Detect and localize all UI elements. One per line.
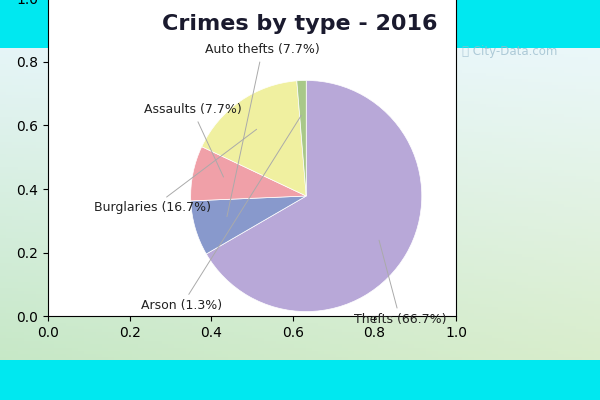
Text: Thefts (66.7%): Thefts (66.7%): [354, 240, 446, 326]
Text: ⓘ City-Data.com: ⓘ City-Data.com: [462, 46, 557, 58]
Wedge shape: [202, 81, 306, 196]
Wedge shape: [206, 80, 422, 312]
Wedge shape: [297, 80, 306, 196]
Wedge shape: [191, 196, 306, 254]
Wedge shape: [191, 147, 306, 201]
Text: Crimes by type - 2016: Crimes by type - 2016: [162, 14, 438, 34]
Text: Auto thefts (7.7%): Auto thefts (7.7%): [205, 44, 320, 217]
Text: Arson (1.3%): Arson (1.3%): [141, 115, 301, 312]
Text: Burglaries (16.7%): Burglaries (16.7%): [94, 129, 257, 214]
Text: Assaults (7.7%): Assaults (7.7%): [143, 104, 241, 177]
